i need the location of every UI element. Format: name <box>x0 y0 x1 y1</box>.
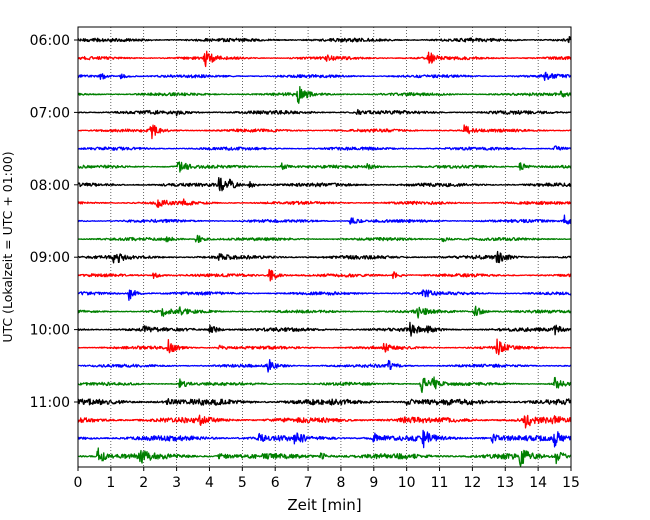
seismic-trace <box>77 108 572 117</box>
x-tick-label: 9 <box>369 475 378 491</box>
seismic-trace <box>77 71 572 82</box>
seismic-trace <box>77 268 572 282</box>
seismic-trace <box>77 214 572 225</box>
plot-frame <box>77 26 572 468</box>
x-tick-label: 10 <box>398 475 416 491</box>
trace-group <box>77 35 572 467</box>
x-tick-label: 12 <box>463 475 481 491</box>
y-axis-label: UTC (Lokalzeit = UTC + 01:00) <box>0 151 15 342</box>
x-tick-label: 4 <box>205 475 214 491</box>
x-tick-label: 8 <box>336 475 345 491</box>
y-tick-label: 09:00 <box>30 250 70 266</box>
seismic-trace <box>77 289 572 301</box>
x-tick-label: 3 <box>172 475 181 491</box>
seismic-trace <box>77 234 572 243</box>
seismic-trace <box>77 161 572 173</box>
seismic-trace <box>77 124 572 140</box>
seismic-trace <box>77 145 572 151</box>
seismic-trace <box>77 429 572 449</box>
seismic-trace <box>77 398 572 406</box>
seismic-trace <box>77 50 572 68</box>
x-tick-label: 2 <box>139 475 148 491</box>
x-tick-label: 7 <box>304 475 313 491</box>
seismic-trace <box>77 338 572 356</box>
seismic-trace <box>77 250 572 264</box>
x-tick-label: 5 <box>238 475 247 491</box>
seismic-trace <box>77 376 572 394</box>
seismic-trace <box>77 447 572 467</box>
y-tick-label: 10:00 <box>30 323 70 339</box>
x-axis-label: Zeit [min] <box>287 496 361 514</box>
y-tick-label: 08:00 <box>30 178 70 194</box>
seismic-trace <box>77 359 572 373</box>
seismic-trace <box>77 321 572 337</box>
seismic-trace <box>77 414 572 429</box>
seismic-trace <box>77 305 572 319</box>
seismic-trace <box>77 198 572 208</box>
x-tick-label: 15 <box>562 475 580 491</box>
grid-lines <box>110 27 539 467</box>
x-tick-label: 1 <box>106 475 115 491</box>
x-axis: 0 1 2 3 4 5 6 7 8 9 10 11 12 13 14 15 <box>74 467 580 491</box>
seismic-trace <box>77 86 572 104</box>
x-tick-label: 13 <box>496 475 514 491</box>
x-tick-label: 11 <box>431 475 449 491</box>
y-axis: 06:00 07:00 08:00 09:00 10:00 11:00 <box>30 33 78 411</box>
x-tick-label: 0 <box>74 475 83 491</box>
x-tick-label: 6 <box>271 475 280 491</box>
y-tick-label: 06:00 <box>30 33 70 49</box>
seismic-trace <box>77 35 572 44</box>
seismic-trace <box>77 177 572 192</box>
x-tick-label: 14 <box>529 475 547 491</box>
y-tick-label: 07:00 <box>30 105 70 121</box>
y-tick-label: 11:00 <box>30 395 70 411</box>
